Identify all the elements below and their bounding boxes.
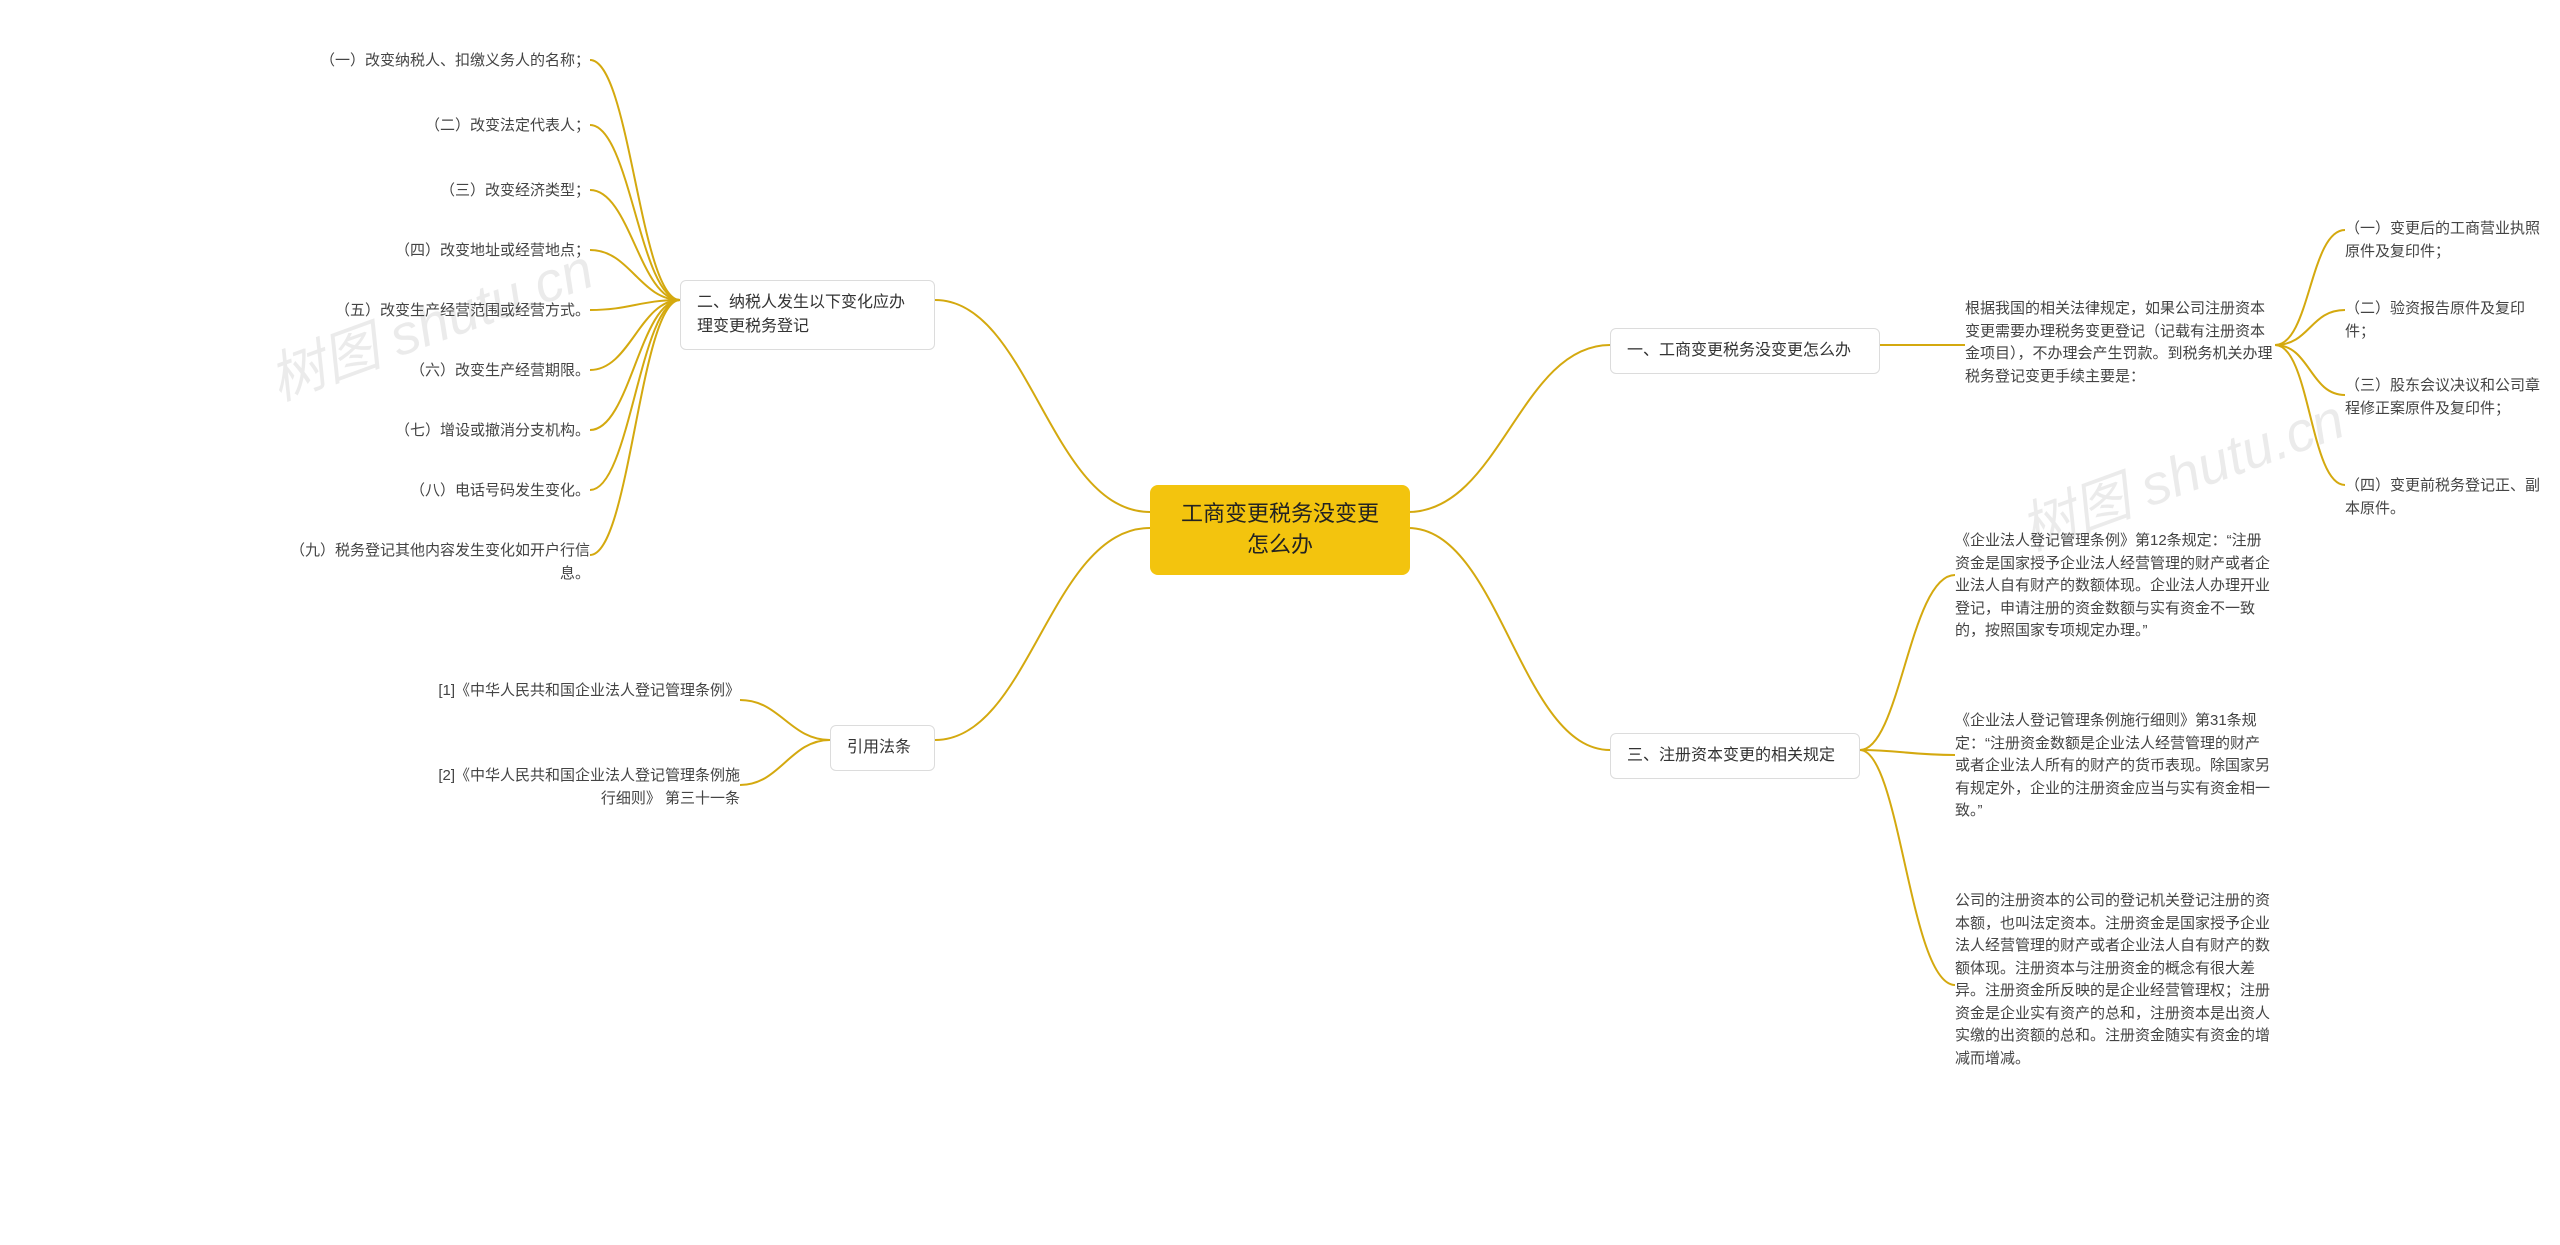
- leaf-l1-7: （七）增设或撤消分支机构。: [280, 420, 590, 443]
- leaf-l1-6: （六）改变生产经营期限。: [280, 360, 590, 383]
- leaf-r2-2: 《企业法人登记管理条例施行细则》第31条规定：“注册资金数额是企业法人经营管理的…: [1955, 710, 2270, 823]
- leaf-r1-2: （二）验资报告原件及复印件；: [2345, 298, 2545, 343]
- leaf-l1-9: （九）税务登记其他内容发生变化如开户行信息。: [280, 540, 590, 585]
- leaf-l1-3: （三）改变经济类型；: [280, 180, 590, 203]
- leaf-r2-1: 《企业法人登记管理条例》第12条规定：“注册资金是国家授予企业法人经营管理的财产…: [1955, 530, 2270, 643]
- leaf-l1-5: （五）改变生产经营范围或经营方式。: [280, 300, 590, 323]
- branch-r1[interactable]: 一、工商变更税务没变更怎么办: [1610, 328, 1880, 374]
- branch-l2[interactable]: 引用法条: [830, 725, 935, 771]
- leaf-r1-4: （四）变更前税务登记正、副本原件。: [2345, 475, 2545, 520]
- center-topic[interactable]: 工商变更税务没变更怎么办: [1150, 485, 1410, 575]
- leaf-l2-2: [2]《中华人民共和国企业法人登记管理条例施行细则》 第三十一条: [430, 765, 740, 810]
- leaf-l1-8: （八）电话号码发生变化。: [280, 480, 590, 503]
- leaf-l2-1: [1]《中华人民共和国企业法人登记管理条例》: [430, 680, 740, 703]
- leaf-r1-3: （三）股东会议决议和公司章程修正案原件及复印件；: [2345, 375, 2545, 420]
- leaf-r2-3: 公司的注册资本的公司的登记机关登记注册的资本额，也叫法定资本。注册资金是国家授予…: [1955, 890, 2270, 1070]
- leaf-l1-4: （四）改变地址或经营地点；: [280, 240, 590, 263]
- leaf-l1-2: （二）改变法定代表人；: [280, 115, 590, 138]
- leaf-l1-1: （一）改变纳税人、扣缴义务人的名称；: [280, 50, 590, 73]
- branch-r2[interactable]: 三、注册资本变更的相关规定: [1610, 733, 1860, 779]
- leaf-r1-desc: 根据我国的相关法律规定，如果公司注册资本变更需要办理税务变更登记（记载有注册资本…: [1965, 298, 2275, 388]
- leaf-r1-1: （一）变更后的工商营业执照原件及复印件；: [2345, 218, 2545, 263]
- branch-l1[interactable]: 二、纳税人发生以下变化应办理变更税务登记: [680, 280, 935, 350]
